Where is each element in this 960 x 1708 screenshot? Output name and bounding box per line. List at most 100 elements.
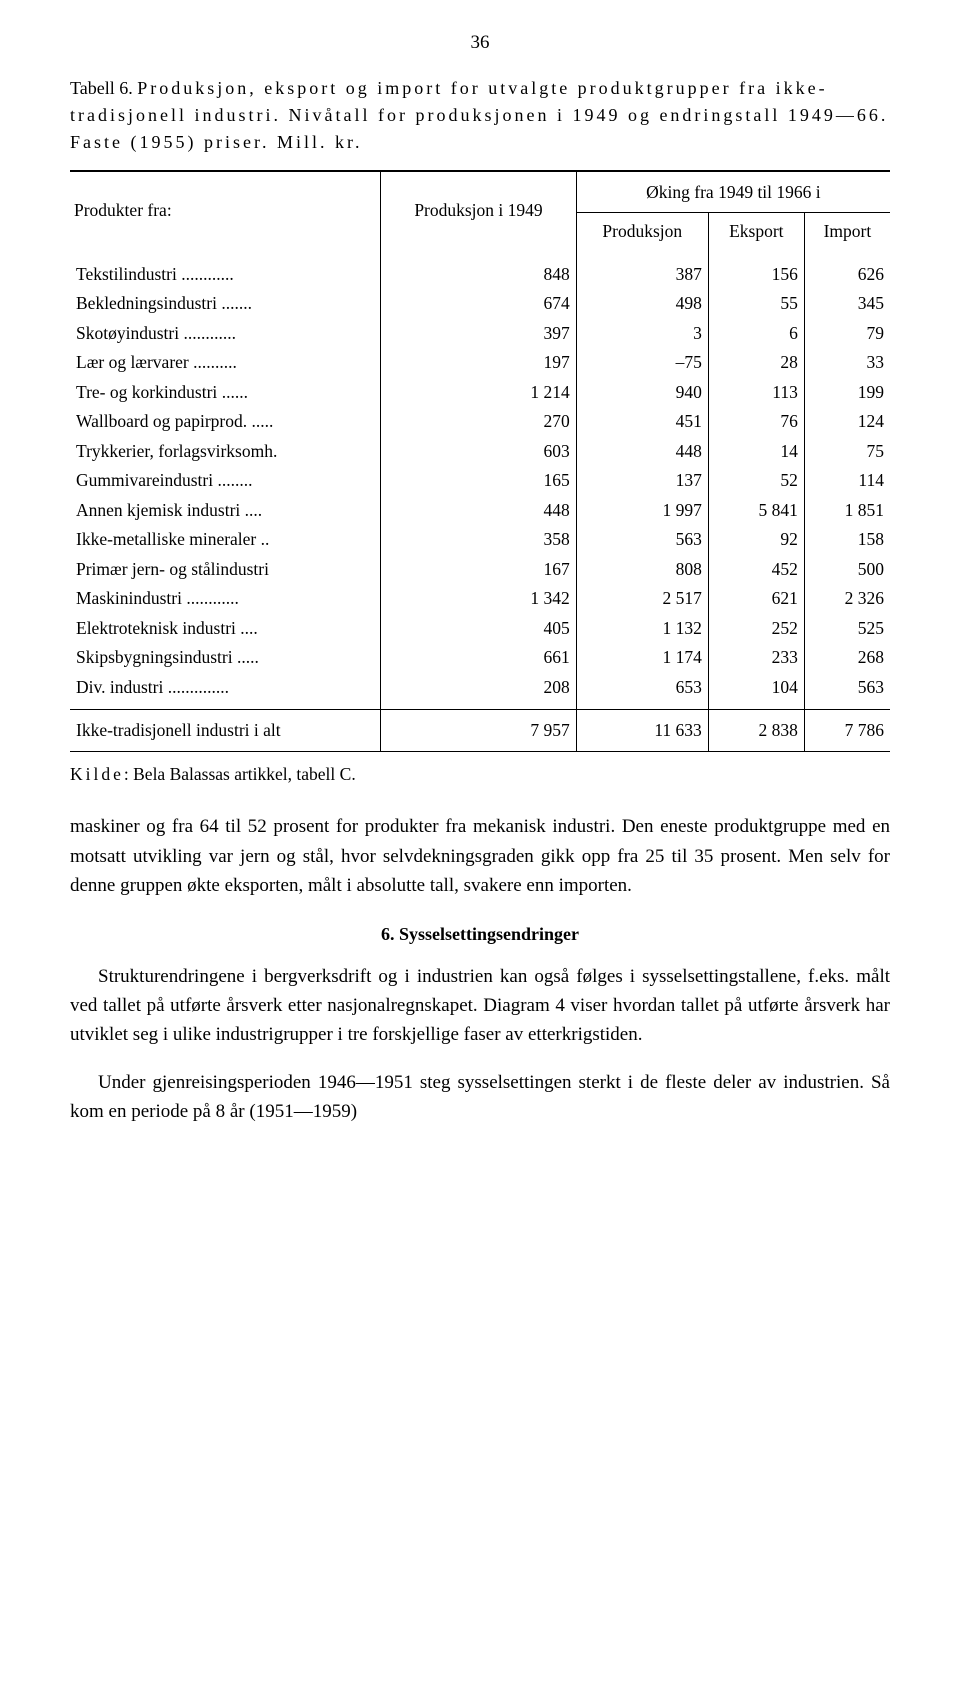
- data-table: Produkter fra: Produksjon i 1949 Øking f…: [70, 171, 890, 751]
- table-caption: Tabell 6. Produksjon, eksport og import …: [70, 75, 890, 156]
- table-total-row: Ikke-tradisjonell industri i alt7 95711 …: [70, 710, 890, 751]
- caption-label: Tabell 6.: [70, 78, 133, 98]
- header-products: Produkter fra:: [70, 171, 381, 250]
- row-value: 940: [576, 377, 708, 407]
- total-label: Ikke-tradisjonell industri i alt: [70, 710, 381, 751]
- table-row: Trykkerier, forlagsvirksomh. 6034481475: [70, 436, 890, 466]
- row-value: 156: [708, 250, 804, 289]
- row-value: 448: [381, 495, 577, 525]
- row-label: Gummivareindustri ........: [70, 466, 381, 496]
- section-heading: 6. Sysselsettingsendringer: [70, 922, 890, 947]
- row-value: 563: [576, 525, 708, 555]
- header-sub-eksport: Eksport: [708, 213, 804, 250]
- source-text: : Bela Balassas artikkel, tabell C.: [124, 764, 356, 784]
- row-value: 233: [708, 643, 804, 673]
- row-value: 563: [804, 672, 890, 710]
- row-label: Div. industri ..............: [70, 672, 381, 710]
- row-value: 252: [708, 613, 804, 643]
- table-row: Ikke-metalliske mineraler ..35856392158: [70, 525, 890, 555]
- row-value: 661: [381, 643, 577, 673]
- row-value: 167: [381, 554, 577, 584]
- header-sub-import: Import: [804, 213, 890, 250]
- row-value: 500: [804, 554, 890, 584]
- row-label: Maskinindustri ............: [70, 584, 381, 614]
- row-value: 6: [708, 318, 804, 348]
- row-value: 197: [381, 348, 577, 378]
- header-sub-produksjon: Produksjon: [576, 213, 708, 250]
- row-value: 626: [804, 250, 890, 289]
- table-row: Skotøyindustri ............3973679: [70, 318, 890, 348]
- row-value: 2 517: [576, 584, 708, 614]
- total-value: 2 838: [708, 710, 804, 751]
- total-value: 7 786: [804, 710, 890, 751]
- row-label: Skipsbygningsindustri .....: [70, 643, 381, 673]
- row-value: 55: [708, 289, 804, 319]
- row-value: 268: [804, 643, 890, 673]
- row-value: 621: [708, 584, 804, 614]
- row-value: 270: [381, 407, 577, 437]
- table-row: Elektroteknisk industri ....4051 1322525…: [70, 613, 890, 643]
- row-value: 113: [708, 377, 804, 407]
- row-label: Annen kjemisk industri ....: [70, 495, 381, 525]
- row-value: 674: [381, 289, 577, 319]
- row-value: 92: [708, 525, 804, 555]
- row-value: 405: [381, 613, 577, 643]
- row-value: 165: [381, 466, 577, 496]
- row-value: 358: [381, 525, 577, 555]
- row-label: Trykkerier, forlagsvirksomh.: [70, 436, 381, 466]
- page-number: 36: [70, 30, 890, 57]
- row-value: 1 174: [576, 643, 708, 673]
- row-value: 14: [708, 436, 804, 466]
- row-label: Ikke-metalliske mineraler ..: [70, 525, 381, 555]
- table-row: Maskinindustri ............1 3422 517621…: [70, 584, 890, 614]
- row-value: 448: [576, 436, 708, 466]
- table-row: Tekstilindustri ............848387156626: [70, 250, 890, 289]
- row-value: 452: [708, 554, 804, 584]
- row-value: 124: [804, 407, 890, 437]
- table-row: Wallboard og papirprod. .....27045176124: [70, 407, 890, 437]
- row-value: 3: [576, 318, 708, 348]
- row-label: Elektroteknisk industri ....: [70, 613, 381, 643]
- row-label: Wallboard og papirprod. .....: [70, 407, 381, 437]
- table-row: Skipsbygningsindustri .....6611 17423326…: [70, 643, 890, 673]
- table-row: Bekledningsindustri .......67449855345: [70, 289, 890, 319]
- paragraph-2: Strukturendringene i bergverksdrift og i…: [70, 962, 890, 1050]
- caption-title: Produksjon, eksport og import for utvalg…: [70, 78, 888, 152]
- row-value: 1 132: [576, 613, 708, 643]
- row-value: 387: [576, 250, 708, 289]
- row-value: 114: [804, 466, 890, 496]
- row-value: 345: [804, 289, 890, 319]
- row-value: –75: [576, 348, 708, 378]
- row-label: Bekledningsindustri .......: [70, 289, 381, 319]
- paragraph-3: Under gjenreisingsperioden 1946—1951 ste…: [70, 1068, 890, 1127]
- row-value: 104: [708, 672, 804, 710]
- header-prod-1949: Produksjon i 1949: [381, 171, 577, 250]
- row-label: Lær og lærvarer ..........: [70, 348, 381, 378]
- row-label: Primær jern- og stålindustri: [70, 554, 381, 584]
- source-line: Kilde: Bela Balassas artikkel, tabell C.: [70, 762, 890, 787]
- row-value: 397: [381, 318, 577, 348]
- total-value: 11 633: [576, 710, 708, 751]
- row-value: 208: [381, 672, 577, 710]
- row-value: 1 851: [804, 495, 890, 525]
- total-value: 7 957: [381, 710, 577, 751]
- row-value: 76: [708, 407, 804, 437]
- row-value: 158: [804, 525, 890, 555]
- row-value: 2 326: [804, 584, 890, 614]
- row-label: Skotøyindustri ............: [70, 318, 381, 348]
- table-row: Primær jern- og stålindustri 16780845250…: [70, 554, 890, 584]
- table-row: Annen kjemisk industri ....4481 9975 841…: [70, 495, 890, 525]
- row-value: 1 342: [381, 584, 577, 614]
- header-oking-group: Øking fra 1949 til 1966 i: [576, 171, 890, 213]
- row-value: 137: [576, 466, 708, 496]
- row-value: 653: [576, 672, 708, 710]
- table-row: Tre- og korkindustri ......1 21494011319…: [70, 377, 890, 407]
- row-value: 1 997: [576, 495, 708, 525]
- row-value: 75: [804, 436, 890, 466]
- row-label: Tre- og korkindustri ......: [70, 377, 381, 407]
- row-value: 33: [804, 348, 890, 378]
- row-value: 1 214: [381, 377, 577, 407]
- row-value: 451: [576, 407, 708, 437]
- table-row: Lær og lærvarer ..........197–752833: [70, 348, 890, 378]
- table-body: Tekstilindustri ............848387156626…: [70, 250, 890, 751]
